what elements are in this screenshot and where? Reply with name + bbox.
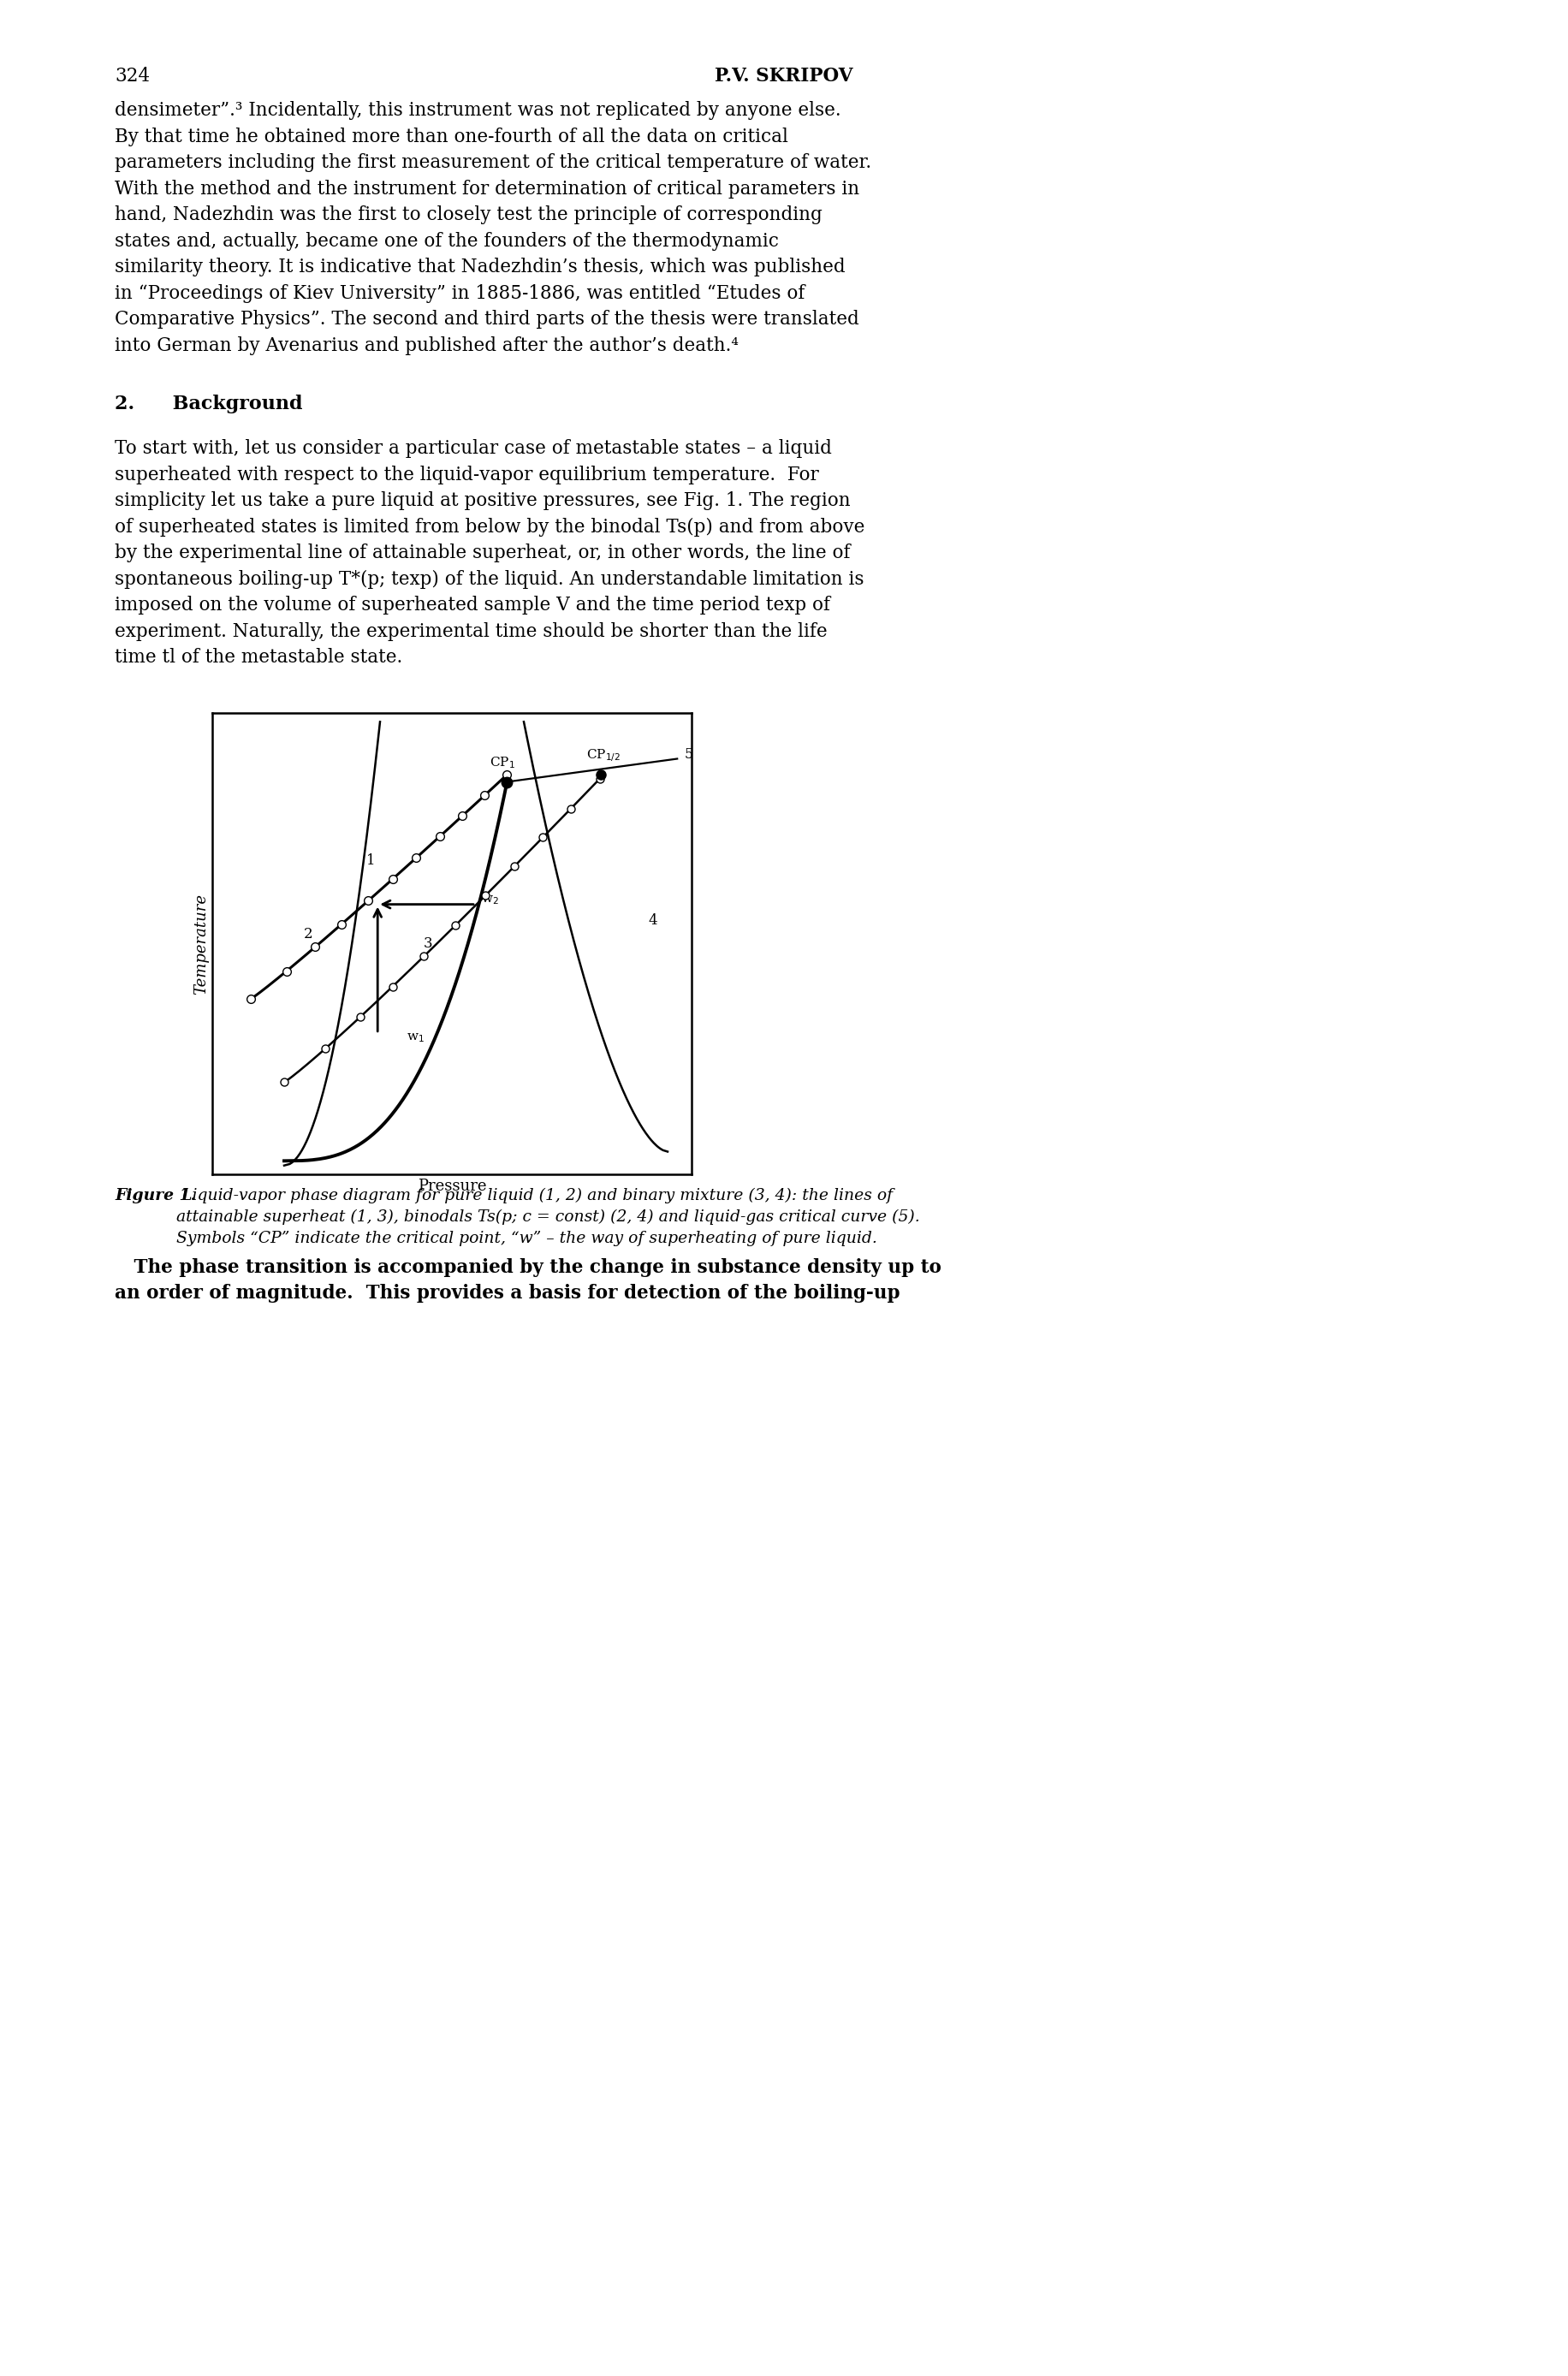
Text: CP$_1$: CP$_1$ — [489, 756, 514, 770]
Text: states and, actually, became one of the founders of the thermodynamic: states and, actually, became one of the … — [114, 230, 779, 249]
Text: w$_2$: w$_2$ — [481, 893, 499, 905]
Text: w$_1$: w$_1$ — [406, 1031, 425, 1043]
Text: By that time he obtained more than one-fourth of all the data on critical: By that time he obtained more than one-f… — [114, 126, 789, 145]
Y-axis label: Temperature: Temperature — [193, 893, 209, 993]
Text: CP$_{1/2}$: CP$_{1/2}$ — [586, 746, 619, 763]
Text: 1: 1 — [365, 853, 375, 867]
Text: P.V. SKRIPOV: P.V. SKRIPOV — [715, 67, 853, 86]
Text: experiment. Naturally, the experimental time should be shorter than the life: experiment. Naturally, the experimental … — [114, 623, 828, 642]
Text: in “Proceedings of Kiev University” in 1885-1886, was entitled “Etudes of: in “Proceedings of Kiev University” in 1… — [114, 283, 804, 302]
Text: by the experimental line of attainable superheat, or, in other words, the line o: by the experimental line of attainable s… — [114, 544, 850, 563]
Text: time tl of the metastable state.: time tl of the metastable state. — [114, 649, 403, 668]
Text: imposed on the volume of superheated sample V and the time period texp of: imposed on the volume of superheated sam… — [114, 596, 829, 615]
Text: Figure 1.: Figure 1. — [114, 1188, 196, 1202]
Text: densimeter”.³ Incidentally, this instrument was not replicated by anyone else.: densimeter”.³ Incidentally, this instrum… — [114, 102, 840, 119]
Text: parameters including the first measurement of the critical temperature of water.: parameters including the first measureme… — [114, 152, 872, 171]
Text: into German by Avenarius and published after the author’s death.⁴: into German by Avenarius and published a… — [114, 335, 739, 354]
Text: of superheated states is limited from below by the binodal Ts(p) and from above: of superheated states is limited from be… — [114, 518, 866, 537]
Text: Comparative Physics”. The second and third parts of the thesis were translated: Comparative Physics”. The second and thi… — [114, 309, 859, 328]
Text: The phase transition is accompanied by the change in substance density up to: The phase transition is accompanied by t… — [114, 1257, 941, 1276]
Text: Liquid-vapor phase diagram for pure liquid (1, 2) and binary mixture (3, 4): the: Liquid-vapor phase diagram for pure liqu… — [176, 1188, 920, 1247]
Text: 324: 324 — [114, 67, 151, 86]
Text: simplicity let us take a pure liquid at positive pressures, see Fig. 1. The regi: simplicity let us take a pure liquid at … — [114, 492, 850, 511]
Text: spontaneous boiling-up T*(p; texp) of the liquid. An understandable limitation i: spontaneous boiling-up T*(p; texp) of th… — [114, 570, 864, 589]
Text: hand, Nadezhdin was the first to closely test the principle of corresponding: hand, Nadezhdin was the first to closely… — [114, 204, 822, 223]
Text: 2: 2 — [304, 927, 312, 941]
Text: superheated with respect to the liquid-vapor equilibrium temperature.  For: superheated with respect to the liquid-v… — [114, 466, 818, 485]
Text: 2.  Background: 2. Background — [114, 394, 303, 413]
Text: To start with, let us consider a particular case of metastable states – a liquid: To start with, let us consider a particu… — [114, 440, 831, 459]
Text: 4: 4 — [649, 912, 657, 927]
Text: With the method and the instrument for determination of critical parameters in: With the method and the instrument for d… — [114, 178, 859, 197]
X-axis label: Pressure: Pressure — [417, 1178, 486, 1193]
Text: similarity theory. It is indicative that Nadezhdin’s thesis, which was published: similarity theory. It is indicative that… — [114, 257, 845, 276]
Text: 5: 5 — [684, 746, 693, 760]
Text: 3: 3 — [423, 936, 433, 950]
Text: an order of magnitude.  This provides a basis for detection of the boiling-up: an order of magnitude. This provides a b… — [114, 1283, 900, 1302]
